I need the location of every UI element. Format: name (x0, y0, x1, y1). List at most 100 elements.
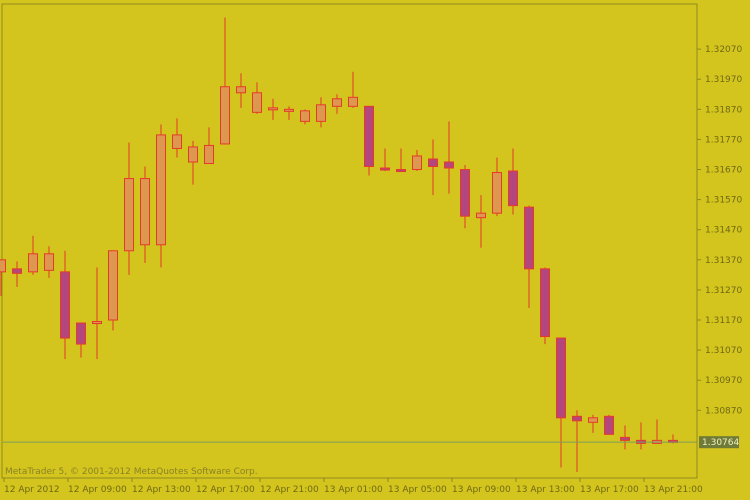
candle (396, 148, 406, 173)
time-tick-label: 12 Apr 21:00 (260, 485, 319, 495)
candle (412, 149, 422, 172)
candle (268, 98, 278, 120)
candle (204, 127, 214, 165)
bear-candle-body (428, 158, 438, 168)
bull-candle-body (268, 107, 278, 111)
time-tick-label: 13 Apr 09:00 (452, 485, 511, 495)
bull-candle-body (476, 212, 486, 219)
bear-candle-body (76, 322, 86, 345)
candle (316, 97, 326, 128)
bear-candle-body (396, 169, 406, 173)
candle (572, 410, 582, 472)
time-axis: 12 Apr 2012 12 Apr 09:00 12 Apr 13:00 12 Ap… (3, 478, 703, 495)
bear-candle-body (620, 436, 630, 441)
candle (380, 148, 390, 172)
price-tick-label: 1.31170 (705, 316, 742, 326)
candle (300, 109, 310, 125)
price-tick-label: 1.31370 (705, 256, 742, 266)
price-tick-label: 1.31970 (705, 75, 742, 85)
candle (124, 142, 134, 275)
candle (604, 414, 614, 435)
price-tick-label: 1.30870 (705, 406, 742, 416)
bull-candle-body (252, 92, 262, 113)
bear-candle-body (444, 161, 454, 169)
bull-candle-body (332, 98, 342, 107)
bear-candle-body (460, 169, 470, 217)
plot-area-frame (1, 3, 698, 479)
candle (140, 166, 150, 263)
candle (508, 148, 518, 215)
candle (284, 106, 294, 120)
price-tick-label: 1.31570 (705, 196, 742, 206)
candle-series (0, 17, 678, 472)
bull-candle-body (92, 321, 102, 325)
candle (0, 259, 6, 296)
bull-candle-body (204, 144, 214, 165)
candle (172, 118, 182, 158)
bull-candle-body (28, 253, 38, 273)
price-tick-label: 1.32070 (705, 45, 742, 55)
time-tick-label: 13 Apr 21:00 (644, 485, 703, 495)
bull-candle-body (188, 146, 198, 163)
bull-candle-body (236, 86, 246, 94)
bull-candle-body (284, 108, 294, 112)
candle (44, 246, 54, 278)
bull-candle-body (0, 259, 6, 273)
candle (156, 124, 166, 268)
bull-candle-body (492, 172, 502, 214)
candle (220, 17, 230, 145)
bull-candle-body (588, 417, 598, 423)
bear-candle-body (12, 268, 22, 274)
price-tick-label: 1.30970 (705, 376, 742, 386)
time-tick-label: 12 Apr 13:00 (132, 485, 191, 495)
candle (492, 157, 502, 217)
bear-candle-body (572, 415, 582, 422)
candle (620, 425, 630, 450)
current-price-label: 1.30764 (699, 436, 739, 449)
bear-candle-body (556, 337, 566, 419)
candle (348, 71, 358, 108)
price-tick-label: 1.31770 (705, 135, 742, 145)
bull-candle-body (172, 134, 182, 149)
time-tick-label: 12 Apr 2012 (4, 485, 60, 495)
bear-candle-body (508, 170, 518, 207)
candle (60, 250, 70, 360)
candle (428, 139, 438, 196)
time-tick-label: 13 Apr 13:00 (516, 485, 575, 495)
candle (636, 422, 646, 450)
bull-candle-body (412, 155, 422, 171)
time-tick-label: 13 Apr 01:00 (324, 485, 383, 495)
price-tick-label: 1.31870 (705, 105, 742, 115)
bear-candle-body (364, 105, 374, 168)
candle (460, 165, 470, 229)
candle (588, 414, 598, 433)
candle (444, 121, 454, 194)
bull-candle-body (44, 253, 54, 271)
candle (476, 195, 486, 248)
bull-candle-body (220, 86, 230, 145)
bear-candle-body (540, 268, 550, 338)
candle (556, 337, 566, 468)
bear-candle-body (60, 271, 70, 339)
bear-candle-body (524, 206, 534, 270)
bear-candle-body (380, 167, 390, 171)
bear-candle-body (604, 415, 614, 435)
bull-candle-body (140, 178, 150, 246)
candle (332, 94, 342, 114)
bull-candle-body (156, 134, 166, 246)
copyright-watermark: MetaTrader 5, © 2001-2012 MetaQuotes Sof… (5, 467, 258, 477)
candle (236, 73, 246, 108)
bull-candle-body (348, 96, 358, 107)
time-tick-label: 13 Apr 05:00 (388, 485, 447, 495)
candle (92, 267, 102, 360)
candle (188, 140, 198, 185)
current-price-value: 1.30764 (702, 438, 739, 448)
candle (524, 205, 534, 308)
price-tick-label: 1.31070 (705, 346, 742, 356)
bull-candle-body (316, 104, 326, 122)
current-price-badge (699, 436, 739, 449)
candle (76, 322, 86, 358)
time-tick-label: 13 Apr 17:00 (580, 485, 639, 495)
price-axis: 1.32070 1.31970 1.31870 1.31770 1.31670 1.315… (697, 45, 742, 416)
